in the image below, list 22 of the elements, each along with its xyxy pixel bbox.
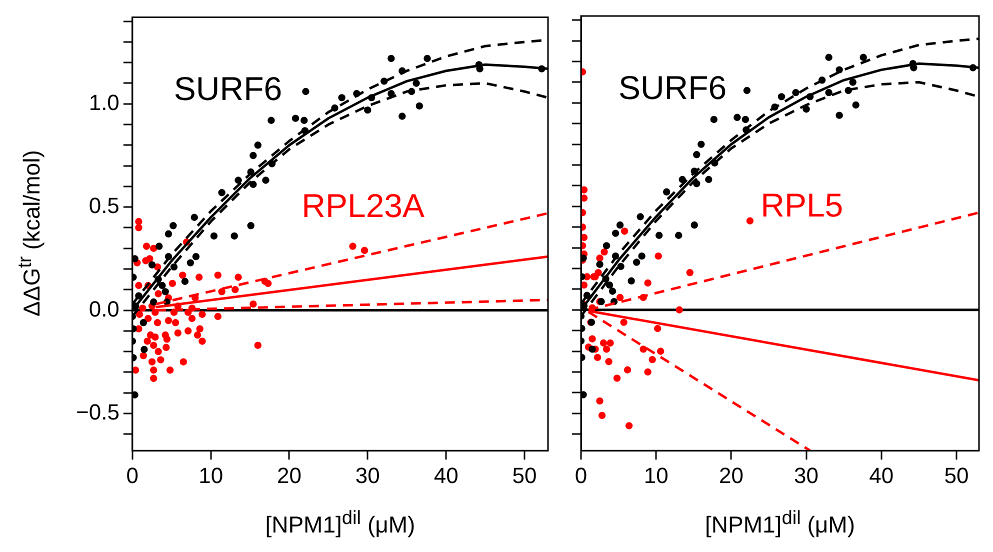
series-label: SURF6 bbox=[174, 70, 282, 107]
x-axis-title: [NPM1]$^{dil}$ (μM) bbox=[704, 508, 856, 539]
x-axis-title: [NPM1]$^{dil}$ (μM) bbox=[264, 508, 416, 539]
y-tick-label: 0.5 bbox=[88, 193, 120, 218]
x-tick-label: 0 bbox=[574, 462, 588, 488]
x-tick-label: 0 bbox=[126, 462, 139, 488]
series-label: SURF6 bbox=[618, 68, 727, 106]
y-tick-label: 0.0 bbox=[88, 296, 120, 322]
x-tick-label: 20 bbox=[277, 462, 302, 488]
x-tick-label: 40 bbox=[434, 462, 458, 488]
x-tick-label: 10 bbox=[198, 462, 224, 488]
x-tick-label: 30 bbox=[355, 462, 380, 488]
series-label: RPL5 bbox=[760, 186, 844, 224]
x-tick-label: 30 bbox=[794, 462, 819, 488]
x-tick-label: 20 bbox=[718, 462, 744, 488]
y-tick-label: 1.0 bbox=[88, 90, 120, 115]
x-tick-label: 50 bbox=[944, 462, 969, 488]
x-tick-label: 50 bbox=[512, 462, 537, 488]
series-label: RPL23A bbox=[302, 186, 425, 224]
x-tick-label: 10 bbox=[644, 462, 668, 488]
y-tick-label: −0.5 bbox=[76, 400, 120, 425]
x-tick-label: 40 bbox=[869, 462, 894, 488]
